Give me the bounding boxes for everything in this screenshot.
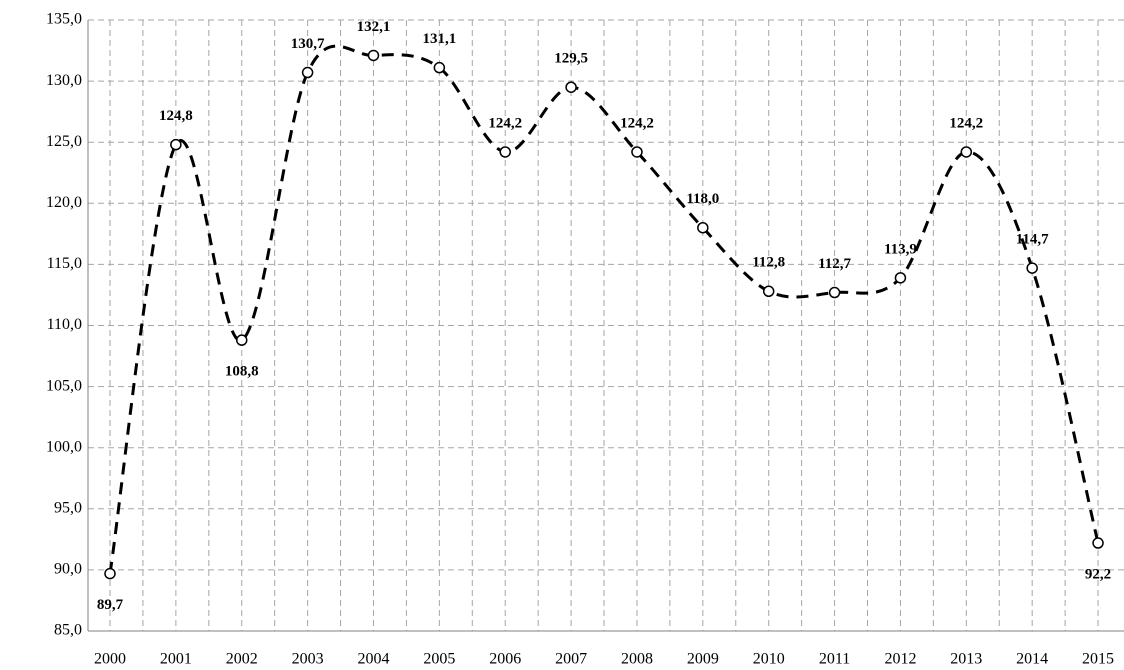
value-label: 118,0 (686, 191, 719, 207)
point (104, 567, 116, 580)
x-tick-label: 2014 (1016, 651, 1048, 668)
value-label: 132,1 (357, 19, 391, 35)
x-tick-label: 2001 (160, 651, 192, 668)
x-tick-label: 2005 (423, 651, 455, 668)
value-label: 131,1 (422, 31, 456, 47)
y-tick-label: 120,0 (46, 194, 82, 211)
x-tick-label: 2015 (1082, 651, 1114, 668)
y-tick-label: 90,0 (54, 561, 82, 578)
y-tick-label: 85,0 (54, 622, 82, 639)
value-label: 124,8 (159, 108, 193, 124)
y-tick-label: 130,0 (46, 72, 82, 89)
point (762, 285, 775, 298)
point (697, 221, 709, 234)
point (960, 146, 973, 158)
point (301, 66, 314, 79)
value-label: 108,8 (225, 364, 259, 380)
y-tick-label: 125,0 (46, 133, 82, 150)
x-tick-label: 2002 (226, 651, 258, 668)
x-tick-label: 2010 (753, 651, 785, 668)
point (499, 146, 511, 158)
value-label: 92,2 (1085, 566, 1111, 582)
value-label: 124,2 (488, 115, 522, 131)
point (367, 49, 380, 62)
value-label: 124,2 (620, 115, 654, 131)
y-tick-label: 135,0 (46, 11, 82, 28)
y-tick-label: 100,0 (46, 438, 82, 455)
y-tick-label: 115,0 (47, 255, 82, 272)
value-label: 114,7 (1016, 232, 1049, 248)
x-tick-label: 2009 (687, 651, 719, 668)
point (631, 146, 643, 158)
point (433, 61, 446, 74)
x-tick-label: 2011 (819, 651, 850, 668)
point (1092, 537, 1104, 549)
point (170, 138, 182, 151)
x-tick-label: 2012 (884, 651, 916, 668)
value-label: 112,8 (752, 255, 785, 271)
y-tick-label: 95,0 (54, 499, 82, 516)
point (894, 272, 907, 284)
x-tick-label: 2007 (555, 651, 587, 668)
point (235, 334, 248, 346)
point (828, 286, 841, 299)
x-tick-label: 2008 (621, 651, 653, 668)
x-tick-label: 2000 (94, 651, 126, 668)
x-tick-label: 2006 (489, 651, 521, 668)
value-label: 113,9 (884, 241, 917, 257)
value-label: 130,7 (291, 36, 325, 52)
point (565, 81, 577, 93)
x-tick-label: 2013 (950, 651, 982, 668)
value-label: 112,7 (818, 256, 851, 272)
value-label: 89,7 (97, 597, 124, 613)
value-label: 129,5 (554, 51, 588, 67)
y-tick-label: 110,0 (47, 316, 82, 333)
x-tick-label: 2004 (357, 651, 389, 668)
y-tick-label: 105,0 (46, 377, 82, 394)
point (1026, 262, 1038, 274)
value-label: 124,2 (949, 115, 983, 131)
x-tick-label: 2003 (292, 651, 324, 668)
